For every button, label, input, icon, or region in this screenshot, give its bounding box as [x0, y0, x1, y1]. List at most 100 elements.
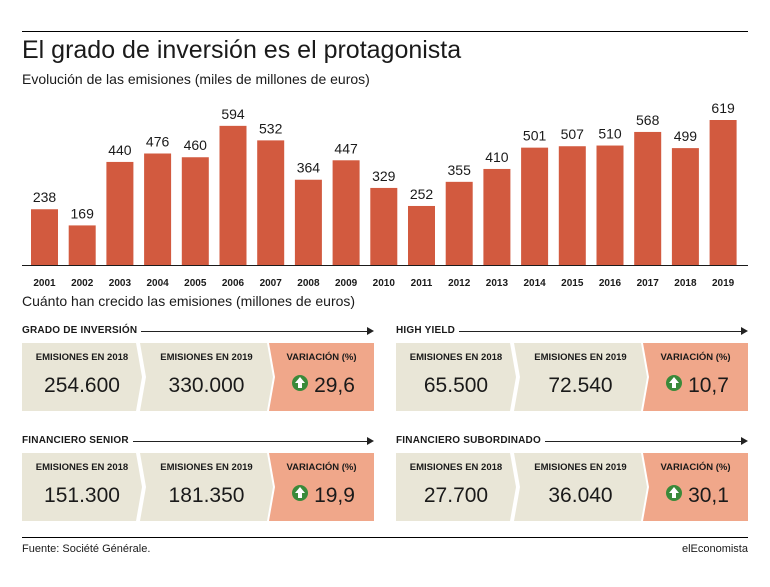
x-tick-2015: 2015: [561, 278, 584, 289]
value-2019: 72.540: [548, 374, 613, 397]
panel-rule: [396, 441, 742, 442]
bar-2015: [558, 146, 586, 265]
data-label-2006: 594: [221, 106, 245, 122]
bar-2017: [634, 131, 662, 265]
data-label-2018: 499: [674, 128, 698, 144]
value-2019: 36.040: [548, 484, 613, 507]
cell-2019: EMISIONES EN 2019 330.000: [140, 343, 273, 411]
x-tick-2013: 2013: [486, 278, 509, 289]
x-tick-2016: 2016: [599, 278, 622, 289]
data-label-2008: 364: [297, 160, 321, 176]
label-2018: EMISIONES EN 2018: [409, 462, 503, 473]
value-variation: 19,9: [314, 484, 355, 507]
label-variation: VARIACIÓN (%): [660, 352, 731, 363]
value-2019: 181.350: [168, 484, 245, 507]
data-label-2003: 440: [108, 142, 132, 158]
bar-2002: [68, 225, 96, 265]
bar-2010: [370, 187, 398, 265]
data-label-2011: 252: [410, 186, 434, 202]
data-label-2015: 507: [561, 126, 585, 142]
label-2018: EMISIONES EN 2018: [409, 352, 503, 363]
bar-chart: 238 2001 169 2002 440 2003 476 2004 460 2005 594 20…: [22, 100, 748, 289]
x-tick-2010: 2010: [373, 278, 396, 289]
value-variation: 10,7: [688, 374, 729, 397]
x-tick-2001: 2001: [33, 278, 56, 289]
panel-name: GRADO DE INVERSIÓN: [22, 325, 142, 336]
cell-variation: VARIACIÓN (%) 29,6: [269, 343, 374, 411]
cell-2018: EMISIONES EN 2018 151.300: [22, 453, 142, 521]
data-label-2017: 568: [636, 112, 660, 128]
source-note: Fuente: Société Générale.: [22, 543, 151, 555]
data-label-2012: 355: [448, 162, 472, 178]
value-2018: 65.500: [423, 374, 489, 397]
x-tick-2004: 2004: [146, 278, 169, 289]
x-tick-2018: 2018: [674, 278, 697, 289]
cell-2018: EMISIONES EN 2018 27.700: [396, 453, 516, 521]
data-label-2005: 460: [184, 137, 208, 153]
arrow-up-icon: [292, 375, 309, 391]
bar-2008: [294, 179, 322, 265]
x-tick-2009: 2009: [335, 278, 358, 289]
arrow-up-icon: [666, 375, 683, 391]
cell-2019: EMISIONES EN 2019 72.540: [514, 343, 647, 411]
label-2019: EMISIONES EN 2019: [160, 352, 253, 363]
cell-2018: EMISIONES EN 2018 65.500: [396, 343, 516, 411]
panel-rule: [22, 441, 368, 442]
label-2019: EMISIONES EN 2019: [534, 462, 627, 473]
label-2018: EMISIONES EN 2018: [35, 352, 129, 363]
bar-2004: [144, 153, 172, 265]
x-tick-2012: 2012: [448, 278, 471, 289]
arrow-right-icon: [741, 327, 748, 335]
panel-rule: [396, 331, 742, 332]
bar-2005: [181, 157, 209, 265]
arrow-right-icon: [741, 437, 748, 445]
brand-logo: elEconomista: [681, 543, 748, 555]
x-tick-2003: 2003: [109, 278, 132, 289]
cell-2018: EMISIONES EN 2018 254.600: [22, 343, 142, 411]
data-label-2004: 476: [146, 133, 170, 149]
panel-name: FINANCIERO SENIOR: [22, 435, 133, 446]
data-label-2016: 510: [598, 126, 622, 142]
panel-name: HIGH YIELD: [396, 325, 460, 336]
label-variation: VARIACIÓN (%): [660, 462, 731, 473]
data-label-2010: 329: [372, 168, 396, 184]
bar-2006: [219, 125, 247, 265]
data-label-2014: 501: [523, 128, 547, 144]
label-2019: EMISIONES EN 2019: [160, 462, 253, 473]
arrow-up-icon: [292, 485, 309, 501]
bar-2003: [106, 161, 134, 265]
bar-2011: [408, 205, 435, 265]
panel-high-yield: HIGH YIELD EMISIONES EN 2018 65.500 EMIS…: [396, 325, 748, 411]
x-tick-2019: 2019: [712, 278, 735, 289]
x-tick-2017: 2017: [637, 278, 660, 289]
data-label-2002: 169: [71, 205, 95, 221]
label-2018: EMISIONES EN 2018: [35, 462, 129, 473]
label-2019: EMISIONES EN 2019: [534, 352, 627, 363]
bar-2001: [31, 209, 58, 265]
x-tick-2007: 2007: [260, 278, 283, 289]
value-2018: 254.600: [44, 374, 120, 397]
bar-2012: [445, 181, 473, 265]
chart-subtitle: Evolución de las emisiones (miles de mil…: [22, 71, 370, 87]
label-variation: VARIACIÓN (%): [286, 352, 357, 363]
arrow-up-icon: [666, 485, 683, 501]
panel-financiero-senior: FINANCIERO SENIOR EMISIONES EN 2018 151.…: [22, 435, 374, 521]
cell-variation: VARIACIÓN (%) 19,9: [269, 453, 374, 521]
label-variation: VARIACIÓN (%): [286, 462, 357, 473]
bar-2018: [671, 148, 699, 265]
bar-2014: [521, 147, 549, 265]
data-label-2013: 410: [485, 149, 509, 165]
section-title: Cuánto han crecido las emisiones (millon…: [22, 293, 356, 309]
panel-financiero-subordinado: FINANCIERO SUBORDINADO EMISIONES EN 2018…: [396, 435, 748, 521]
data-label-2007: 532: [259, 120, 283, 136]
bar-2019: [709, 120, 737, 265]
cell-2019: EMISIONES EN 2019 36.040: [514, 453, 647, 521]
data-label-2001: 238: [33, 189, 57, 205]
arrow-right-icon: [367, 327, 374, 335]
cell-2019: EMISIONES EN 2019 181.350: [140, 453, 273, 521]
cell-variation: VARIACIÓN (%) 30,1: [643, 453, 748, 521]
bar-2013: [483, 168, 511, 265]
bar-2016: [596, 145, 624, 265]
value-2018: 27.700: [423, 484, 489, 507]
cell-variation: VARIACIÓN (%) 10,7: [643, 343, 748, 411]
